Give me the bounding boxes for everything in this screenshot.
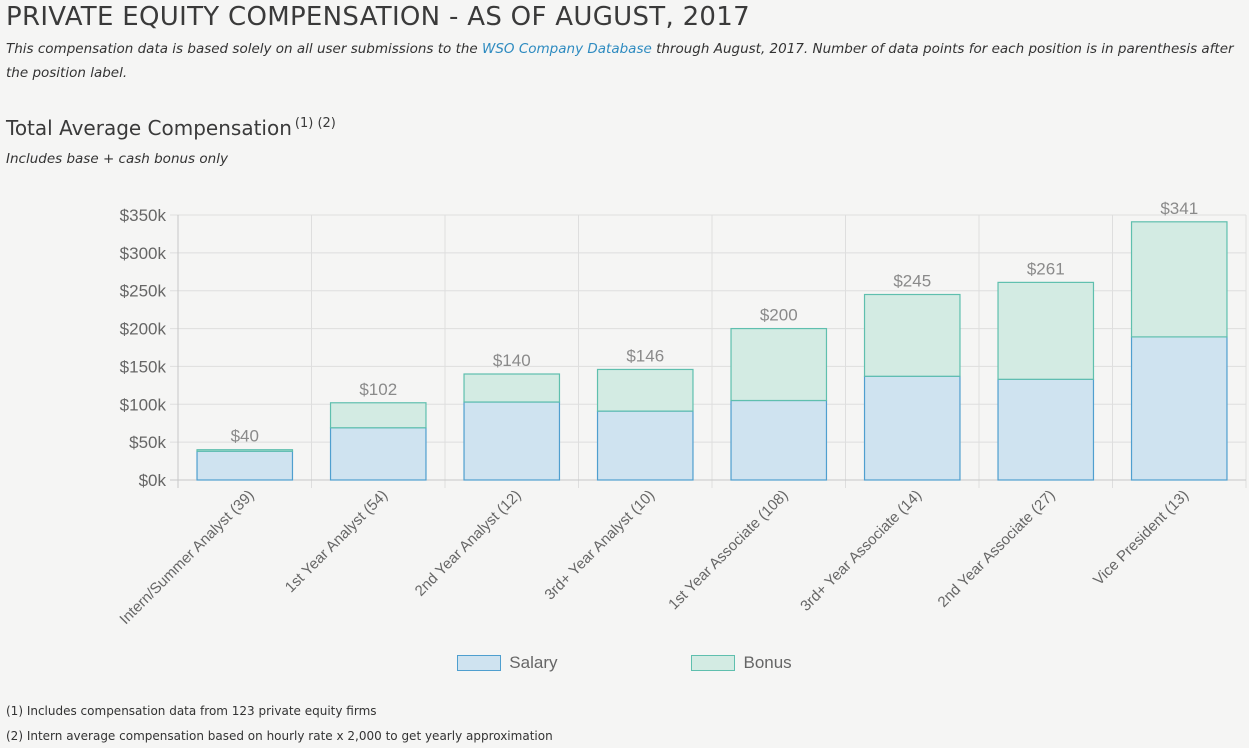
legend-swatch-salary	[457, 655, 502, 671]
wso-company-database-link[interactable]: WSO Company Database	[482, 41, 652, 57]
x-tick-label: 2nd Year Analyst (12)	[412, 487, 525, 600]
intro-text-before: This compensation data is based solely o…	[6, 41, 483, 57]
y-tick-label: $250k	[120, 282, 167, 301]
chart-title-text: Total Average Compensation	[6, 116, 292, 140]
y-tick-label: $0k	[139, 471, 167, 490]
y-tick-label: $200k	[120, 320, 167, 339]
chart-legend: Salary Bonus	[0, 650, 1249, 676]
x-tick-label: Intern/Summer Analyst (39)	[116, 487, 257, 628]
legend-swatch-bonus	[691, 655, 736, 671]
bar-salary	[863, 375, 961, 481]
total-value-label: $102	[359, 380, 397, 399]
bar-bonus	[1130, 221, 1228, 338]
bar-bonus	[463, 373, 561, 403]
y-tick-label: $100k	[120, 395, 167, 414]
bar-salary	[730, 399, 828, 481]
intro-text-after: through August, 2017. Number of data poi…	[6, 41, 1234, 81]
bar-bonus	[596, 368, 694, 412]
x-tick-label: 3rd+ Year Associate (14)	[797, 487, 925, 615]
total-value-label: $245	[893, 272, 931, 291]
bar-salary	[997, 378, 1095, 481]
bar-salary	[463, 401, 561, 481]
total-value-label: $40	[231, 427, 259, 446]
y-tick-label: $300k	[120, 244, 167, 263]
bar-bonus	[863, 293, 961, 377]
bar-salary	[1130, 336, 1228, 481]
bar-salary	[196, 450, 294, 481]
legend-item-bonus[interactable]: Bonus	[571, 653, 792, 673]
chart-title: Total Average Compensation (1) (2)	[6, 116, 336, 140]
chart-subtitle: Includes base + cash bonus only	[6, 151, 228, 167]
footnote-1: (1) Includes compensation data from 123 …	[6, 704, 377, 718]
y-tick-label: $350k	[120, 206, 167, 225]
compensation-bar-chart: $0k $50k $100k $150k $200k $250k $300k $350k $40…	[116, 199, 1247, 628]
total-value-label: $261	[1027, 259, 1065, 278]
footnote-2: (2) Intern average compensation based on…	[6, 729, 553, 743]
bar-salary	[329, 427, 427, 481]
total-value-label: $140	[493, 351, 531, 370]
legend-item-salary[interactable]: Salary	[457, 653, 557, 673]
total-value-label: $146	[626, 346, 664, 365]
chart-title-refs: (1) (2)	[294, 116, 336, 131]
bar-bonus	[329, 402, 427, 429]
intro-text: This compensation data is based solely o…	[6, 37, 1241, 85]
page-title: PRIVATE EQUITY COMPENSATION - AS OF AUGU…	[6, 2, 750, 32]
legend-label-bonus: Bonus	[743, 653, 792, 672]
x-tick-label: 1st Year Analyst (54)	[282, 487, 391, 596]
total-value-label: $200	[760, 306, 798, 325]
x-tick-label: 1st Year Associate (108)	[665, 487, 791, 613]
legend-label-salary: Salary	[509, 653, 558, 672]
x-tick-label: 3rd+ Year Analyst (10)	[541, 487, 658, 604]
bar-bonus	[997, 281, 1095, 380]
bar-bonus	[730, 327, 828, 402]
y-tick-label: $50k	[129, 433, 166, 452]
bar-bonus	[196, 449, 294, 452]
x-tick-label: 2nd Year Associate (27)	[935, 487, 1059, 611]
x-tick-label: Vice President (13)	[1090, 487, 1192, 589]
total-value-label: $341	[1160, 199, 1198, 218]
bar-salary	[596, 410, 694, 481]
y-tick-label: $150k	[120, 357, 167, 376]
